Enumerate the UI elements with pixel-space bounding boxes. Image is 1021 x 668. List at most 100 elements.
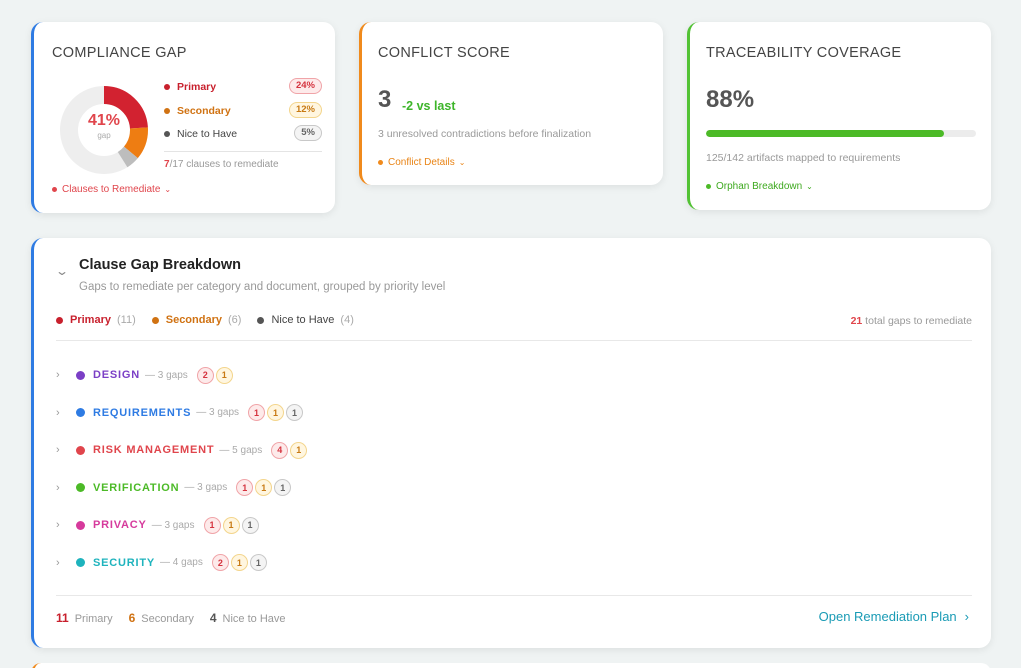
- chevron-right-icon: ›: [56, 481, 60, 494]
- total-gaps-summary: 21 total gaps to remediate: [850, 315, 972, 327]
- conflict-score-title: CONFLICT SCORE: [378, 45, 511, 61]
- priority-count-badge: 1: [203, 516, 221, 534]
- priority-count-badge: 1: [230, 554, 248, 571]
- compliance-gap-title: COMPLIANCE GAP: [52, 45, 187, 61]
- conflict-score-card: CONFLICT SCORE 3 -2 vs last 3 unresolved…: [359, 22, 663, 185]
- open-remediation-plan-link[interactable]: Open Remediation Plan ›: [818, 609, 969, 624]
- conflict-score-delta: -2 vs last: [402, 99, 456, 113]
- category-name: REQUIREMENTS: [93, 406, 192, 419]
- category-name: VERIFICATION: [93, 481, 180, 494]
- legend-primary: Primary 24%: [164, 78, 322, 96]
- coverage-description: 125/142 artifacts mapped to requirements: [706, 152, 901, 164]
- footer-stats: 11 Primary 6 Secondary 4 Nice to Have: [56, 611, 302, 625]
- clauses-to-remediate-link[interactable]: Clauses to Remediate ⌄: [52, 184, 171, 195]
- priority-count-badge: 1: [249, 554, 267, 571]
- category-name: PRIVACY: [93, 519, 147, 531]
- category-dot-icon: [76, 520, 85, 530]
- secondary-dot-icon: [164, 108, 170, 114]
- chevron-down-icon: ⌄: [458, 158, 466, 167]
- priority-count-badge: 1: [286, 404, 304, 421]
- priority-count-badge: 2: [211, 554, 229, 571]
- divider: [164, 151, 322, 152]
- coverage-progress-fill: [706, 130, 944, 137]
- category-gap-count: — 3 gaps: [184, 482, 228, 493]
- chevron-right-icon: ›: [56, 444, 60, 456]
- category-row-risk-management[interactable]: › RISK MANAGEMENT — 5 gaps 4 1: [56, 440, 309, 460]
- footer-secondary-stat: 6 Secondary: [128, 611, 194, 625]
- priority-count-badge: 1: [267, 404, 285, 421]
- coverage-progress-bar: [706, 130, 976, 137]
- category-gap-count: — 3 gaps: [144, 369, 188, 381]
- legend-secondary: Secondary 12%: [164, 102, 322, 120]
- clause-gap-breakdown-panel: ⌄ Clause Gap Breakdown Gaps to remediate…: [31, 238, 991, 648]
- category-name: RISK MANAGEMENT: [93, 444, 215, 456]
- status-dot-icon: [378, 160, 383, 165]
- conflict-details-link[interactable]: Conflict Details ⌄: [378, 157, 465, 168]
- divider: [56, 595, 972, 596]
- legend-nice-to-have: Nice to Have (4): [257, 314, 354, 326]
- category-row-privacy[interactable]: › PRIVACY — 3 gaps 1 1 1: [56, 515, 261, 535]
- priority-count-badge: 2: [196, 366, 214, 384]
- legend-primary: Primary (11): [56, 314, 136, 326]
- traceability-title: TRACEABILITY COVERAGE: [706, 45, 902, 61]
- next-card-edge: [31, 663, 991, 668]
- status-dot-icon: [52, 187, 57, 192]
- chevron-right-icon: ›: [56, 406, 60, 419]
- chevron-right-icon: ›: [56, 519, 60, 531]
- secondary-pct-badge: 12%: [288, 102, 322, 118]
- category-gap-count: — 5 gaps: [219, 444, 263, 456]
- priority-count-badge: 1: [236, 479, 254, 496]
- traceability-coverage-card: TRACEABILITY COVERAGE 88% 125/142 artifa…: [687, 22, 991, 210]
- category-row-verification[interactable]: › VERIFICATION — 3 gaps 1 1 1: [56, 478, 293, 498]
- legend-secondary: Secondary (6): [151, 314, 241, 326]
- coverage-percentage: 88%: [706, 86, 755, 113]
- legend-nice-to-have: Nice to Have 5%: [164, 125, 322, 143]
- panel-subtitle: Gaps to remediate per category and docum…: [79, 281, 446, 293]
- category-gap-count: — 3 gaps: [196, 407, 240, 418]
- secondary-dot-icon: [151, 316, 159, 324]
- chevron-right-icon: ›: [56, 556, 60, 569]
- conflict-description: 3 unresolved contradictions before final…: [378, 128, 592, 140]
- nice-to-have-dot-icon: [164, 131, 170, 137]
- priority-count-badge: 1: [255, 479, 273, 496]
- collapse-chevron-icon[interactable]: ⌄: [54, 264, 70, 278]
- priority-count-badge: 1: [290, 441, 308, 459]
- category-name: DESIGN: [93, 369, 140, 381]
- category-dot-icon: [76, 370, 85, 380]
- donut-segment: [60, 86, 148, 174]
- category-dot-icon: [76, 558, 85, 567]
- category-name: SECURITY: [93, 556, 156, 569]
- divider: [56, 340, 972, 341]
- priority-count-badge: 1: [274, 479, 292, 496]
- priority-count-badge: 1: [248, 404, 266, 421]
- gap-label: gap: [97, 131, 111, 140]
- footer-nice-to-have-stat: 4 Nice to Have: [209, 611, 286, 625]
- footer-primary-stat: 11 Primary: [56, 611, 113, 625]
- primary-pct-badge: 24%: [288, 78, 322, 94]
- chevron-down-icon: ⌄: [164, 185, 172, 194]
- nice-to-have-dot-icon: [257, 316, 265, 324]
- chevron-down-icon: ⌄: [806, 182, 813, 191]
- conflict-score-value: 3: [378, 86, 392, 113]
- category-row-design[interactable]: › DESIGN — 3 gaps 2 1: [56, 365, 235, 385]
- primary-dot-icon: [164, 84, 170, 90]
- orphan-breakdown-link[interactable]: Orphan Breakdown ⌄: [706, 181, 813, 192]
- clauses-to-remediate-summary: 7/17 clauses to remediate: [164, 159, 279, 170]
- priority-count-badge: 1: [222, 516, 240, 534]
- chevron-right-icon: ›: [56, 369, 60, 381]
- panel-title: Clause Gap Breakdown: [79, 257, 241, 273]
- priority-count-badge: 4: [271, 441, 289, 459]
- priority-legend: Primary (11) Secondary (6) Nice to Have …: [56, 314, 370, 326]
- category-dot-icon: [76, 408, 85, 417]
- category-row-security[interactable]: › SECURITY — 4 gaps 2 1 1: [56, 553, 269, 573]
- donut-segment: [60, 86, 148, 174]
- primary-dot-icon: [56, 316, 63, 324]
- category-row-requirements[interactable]: › REQUIREMENTS — 3 gaps 1 1 1: [56, 403, 305, 423]
- category-gap-count: — 4 gaps: [160, 557, 203, 568]
- status-dot-icon: [706, 184, 711, 189]
- priority-count-badge: 1: [215, 366, 233, 384]
- compliance-donut-chart: [60, 86, 148, 174]
- category-dot-icon: [76, 445, 85, 455]
- category-gap-count: — 3 gaps: [151, 519, 195, 531]
- gap-percentage: 41%: [87, 112, 121, 129]
